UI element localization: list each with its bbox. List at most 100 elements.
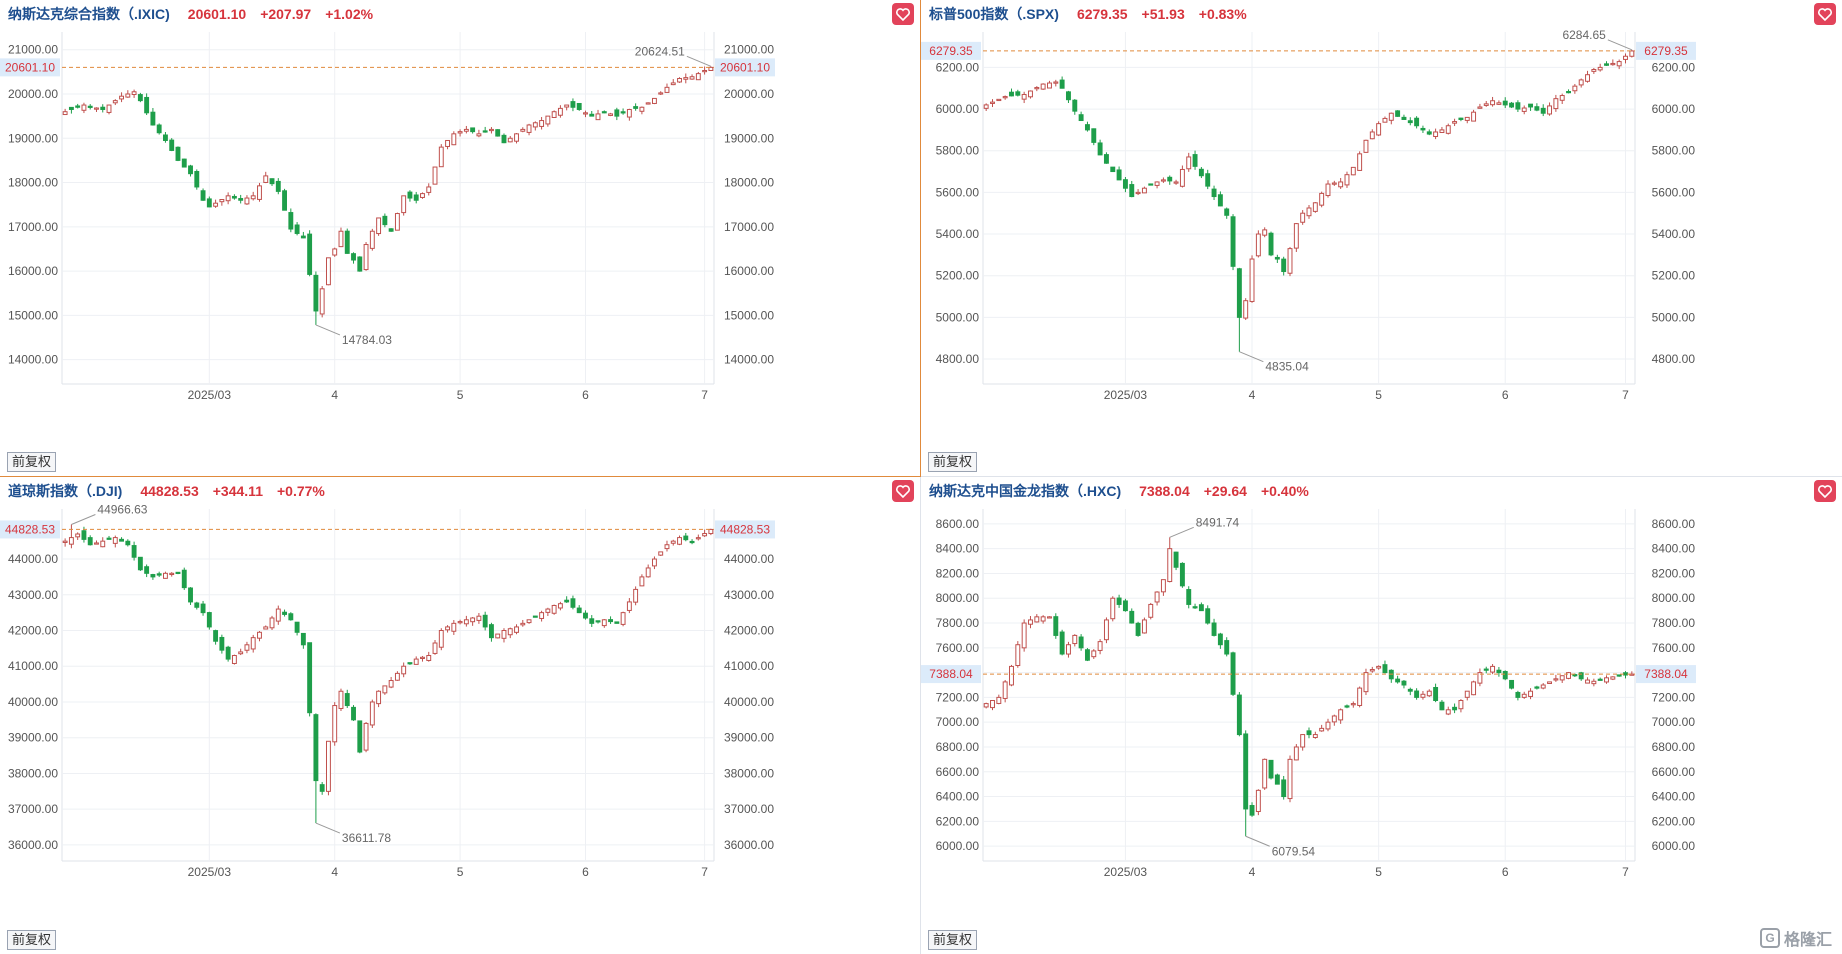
y-tick-label-right: 41000.00 [724, 659, 774, 673]
candle-body [1028, 619, 1033, 625]
y-tick-label-left: 41000.00 [8, 659, 58, 673]
candle-body [683, 77, 689, 80]
y-tick-label-right: 8200.00 [1652, 566, 1696, 580]
candle-body [1331, 715, 1337, 723]
candle-body [1243, 300, 1249, 319]
index-name[interactable]: 纳斯达克综合指数（.IXIC) [8, 6, 170, 22]
candle-body [1306, 730, 1312, 736]
candle-body [94, 542, 99, 545]
candle-body [1401, 116, 1407, 120]
candle-body [407, 191, 413, 199]
candle-body [1097, 641, 1103, 651]
candle-body [1154, 181, 1160, 186]
candle-body [1205, 608, 1211, 624]
candle-body [1388, 112, 1394, 121]
candle-body [1585, 74, 1590, 82]
index-name[interactable]: 标普500指数（.SPX) [929, 6, 1059, 22]
x-tick-label: 6 [1502, 388, 1509, 402]
favorite-heart-button[interactable] [1814, 480, 1836, 502]
y-tick-label-right: 6200.00 [1652, 60, 1696, 74]
index-name[interactable]: 道琼斯指数（.DJI) [8, 483, 123, 499]
candle-body [1078, 636, 1084, 649]
y-tick-label-left: 6600.00 [936, 765, 980, 779]
adjust-mode-button[interactable]: 前复权 [7, 452, 57, 472]
index-change: +29.64 [1203, 483, 1247, 499]
candle-body [250, 637, 256, 650]
candle-body [1502, 100, 1508, 106]
candle-body [131, 545, 137, 558]
candle-body [495, 633, 501, 639]
candle-body [169, 572, 175, 576]
favorite-heart-button[interactable] [1814, 3, 1836, 25]
candle-body [1021, 622, 1027, 649]
candle-body [363, 244, 369, 271]
candle-body [1230, 652, 1236, 695]
y-tick-label-right: 5600.00 [1652, 185, 1696, 199]
candle-body [1053, 81, 1059, 84]
candle-body [1471, 111, 1477, 122]
y-tick-label-right: 5800.00 [1652, 144, 1696, 158]
candle-body [1009, 665, 1014, 686]
x-tick-label: 5 [457, 388, 464, 402]
last-price-label-left: 7388.04 [929, 667, 973, 681]
favorite-heart-button[interactable] [892, 3, 914, 25]
candle-body [601, 619, 607, 627]
candle-body [1559, 675, 1565, 681]
candle-body [401, 665, 407, 675]
candle-body [670, 540, 676, 544]
x-tick-label: 5 [1375, 865, 1382, 879]
candle-body [1053, 616, 1059, 636]
candle-body [539, 612, 545, 619]
x-tick-label: 7 [701, 865, 708, 879]
max-value-label: 20624.51 [635, 44, 685, 58]
y-tick-label-right: 5000.00 [1652, 310, 1696, 324]
last-price-label-left: 6279.35 [929, 44, 973, 58]
y-tick-label-right: 8400.00 [1652, 542, 1696, 556]
candle-body [1350, 166, 1356, 176]
candle-body [1015, 644, 1021, 667]
favorite-heart-button[interactable] [892, 480, 914, 502]
candle-body [476, 615, 482, 621]
candle-body [1629, 50, 1635, 57]
candle-body [1059, 79, 1065, 89]
y-tick-label-left: 16000.00 [8, 264, 58, 278]
candle-body [1198, 168, 1204, 177]
candle-body [445, 626, 451, 631]
candle-body [1369, 669, 1375, 672]
candle-body [1629, 673, 1635, 676]
candle-body [608, 113, 614, 116]
candle-body [1414, 117, 1420, 127]
index-name[interactable]: 纳斯达克中国金龙指数（.HXC) [929, 483, 1122, 499]
candle-body [382, 685, 388, 694]
candle-body [1103, 619, 1109, 641]
y-tick-label-left: 7600.00 [936, 641, 980, 655]
y-tick-label-left: 21000.00 [8, 43, 58, 57]
candle-body [1509, 102, 1515, 108]
candle-body [1300, 734, 1306, 748]
adjust-mode-button[interactable]: 前复权 [928, 930, 978, 950]
candle-body [1610, 676, 1616, 680]
candle-body [225, 646, 231, 660]
min-value-label: 14784.03 [342, 333, 392, 347]
adjust-mode-button[interactable]: 前复权 [928, 452, 978, 472]
watermark-text: 格隆汇 [1783, 932, 1832, 949]
y-tick-label-right: 36000.00 [724, 838, 774, 852]
candle-body [589, 618, 595, 624]
candle-body [1572, 674, 1578, 677]
chart-header: 标普500指数（.SPX) 6279.35 +51.93 +0.83% [929, 4, 1247, 24]
y-tick-label-left: 6400.00 [936, 790, 980, 804]
candle-body [501, 630, 507, 639]
candle-body [1167, 548, 1173, 583]
candle-body [325, 257, 331, 286]
candle-body [175, 571, 181, 575]
candle-body [1395, 110, 1401, 117]
candle-body [1420, 127, 1426, 131]
candle-body [1224, 640, 1230, 655]
y-tick-label-right: 7200.00 [1652, 690, 1696, 704]
candle-body [206, 612, 212, 628]
adjust-mode-button[interactable]: 前复权 [7, 930, 57, 950]
candle-body [1091, 128, 1097, 143]
candle-body [1540, 684, 1546, 689]
last-price-tag-left [921, 665, 981, 684]
candle-body [576, 102, 582, 110]
